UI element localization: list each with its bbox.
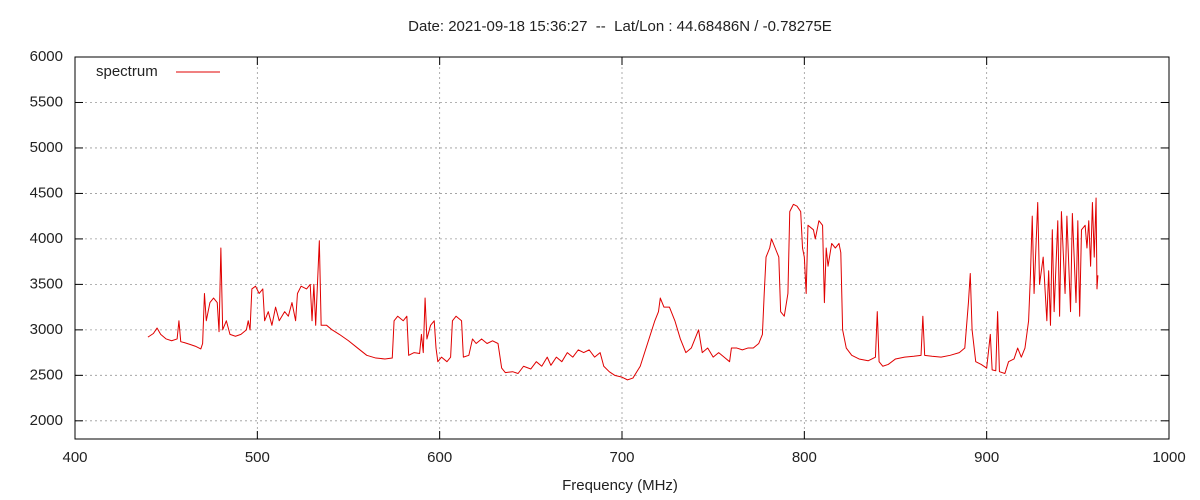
x-axis-label: Frequency (MHz) [562,477,678,494]
y-tick-label: 3000 [30,321,63,338]
y-tick-label: 2000 [30,412,63,429]
x-tick-label: 1000 [1152,449,1185,466]
x-tick-label: 800 [792,449,817,466]
y-tick-label: 3500 [30,275,63,292]
legend-label: spectrum [96,63,158,80]
spectrum-line [147,197,1099,381]
x-tick-label: 500 [245,449,270,466]
x-tick-label: 900 [974,449,999,466]
x-tick-label: 600 [427,449,452,466]
x-tick-label: 700 [609,449,634,466]
plot-border [74,56,1170,440]
y-tick-label: 4500 [30,184,63,201]
chart-title: Date: 2021-09-18 15:36:27 -- Lat/Lon : 4… [408,18,832,35]
y-tick-label: 6000 [30,48,63,65]
y-tick-label: 2500 [30,366,63,383]
y-tick-label: 4000 [30,230,63,247]
y-tick-label: 5000 [30,139,63,156]
y-tick-label: 5500 [30,93,63,110]
x-tick-label: 400 [62,449,87,466]
